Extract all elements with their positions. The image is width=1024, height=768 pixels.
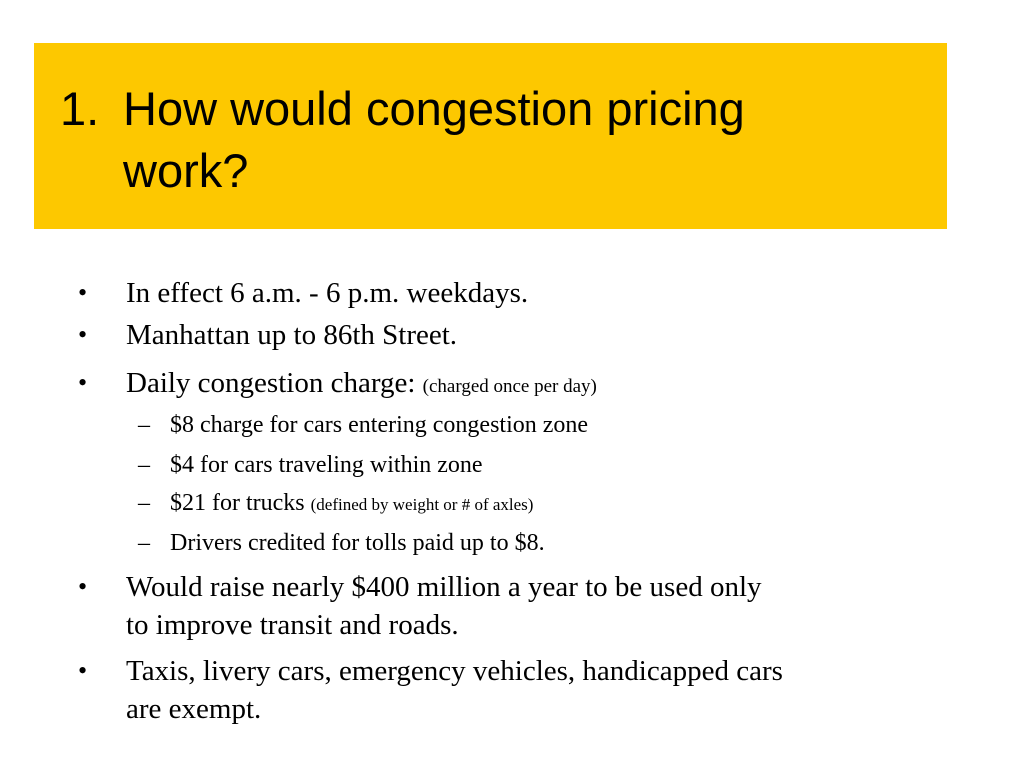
dash-marker: –: [138, 452, 150, 478]
bullet-marker: •: [78, 572, 88, 601]
bullet-text: Manhattan up to 86th Street.: [126, 319, 458, 351]
bullet-text: Daily congestion charge: (charged once p…: [126, 364, 597, 406]
sub-bullet-text: $21 for trucks (defined by weight or # o…: [170, 487, 533, 521]
bullet-marker: •: [78, 656, 88, 685]
sub-bullet-text: Drivers credited for tolls paid up to $8…: [170, 530, 545, 556]
bullet-marker: •: [78, 278, 88, 307]
title-number: 1.: [60, 82, 100, 135]
bullet-text: Would raise nearly $400 million a year t…: [126, 568, 762, 644]
sub-bullet-note: (defined by weight or # of axles): [310, 495, 534, 514]
title-line-1: How would congestion pricing: [123, 82, 745, 135]
sub-bullet-text: $4 for cars traveling within zone: [170, 452, 483, 478]
bullet-text-line-1: Would raise nearly $400 million a year t…: [126, 571, 762, 603]
sub-bullet-text: $8 charge for cars entering congestion z…: [170, 412, 589, 438]
bullet-main-text: Daily congestion charge:: [126, 367, 416, 399]
bullet-text: In effect 6 a.m. - 6 p.m. weekdays.: [126, 277, 529, 309]
dash-marker: –: [138, 530, 150, 556]
bullet-note: (charged once per day): [422, 376, 597, 397]
bullet-text-line-1: Taxis, livery cars, emergency vehicles, …: [126, 655, 783, 687]
sub-bullet-main-text: $21 for trucks: [170, 490, 305, 516]
bullet-marker: •: [78, 368, 88, 397]
title-banner: [34, 43, 947, 229]
slide-title: How would congestion pricing work?: [123, 78, 923, 202]
title-line-2: work?: [123, 144, 249, 197]
bullet-text-line-2: to improve transit and roads.: [126, 609, 459, 641]
bullet-text: Taxis, livery cars, emergency vehicles, …: [126, 652, 783, 728]
bullet-marker: •: [78, 320, 88, 349]
dash-marker: –: [138, 490, 150, 516]
dash-marker: –: [138, 412, 150, 438]
bullet-text-line-2: are exempt.: [126, 693, 262, 725]
